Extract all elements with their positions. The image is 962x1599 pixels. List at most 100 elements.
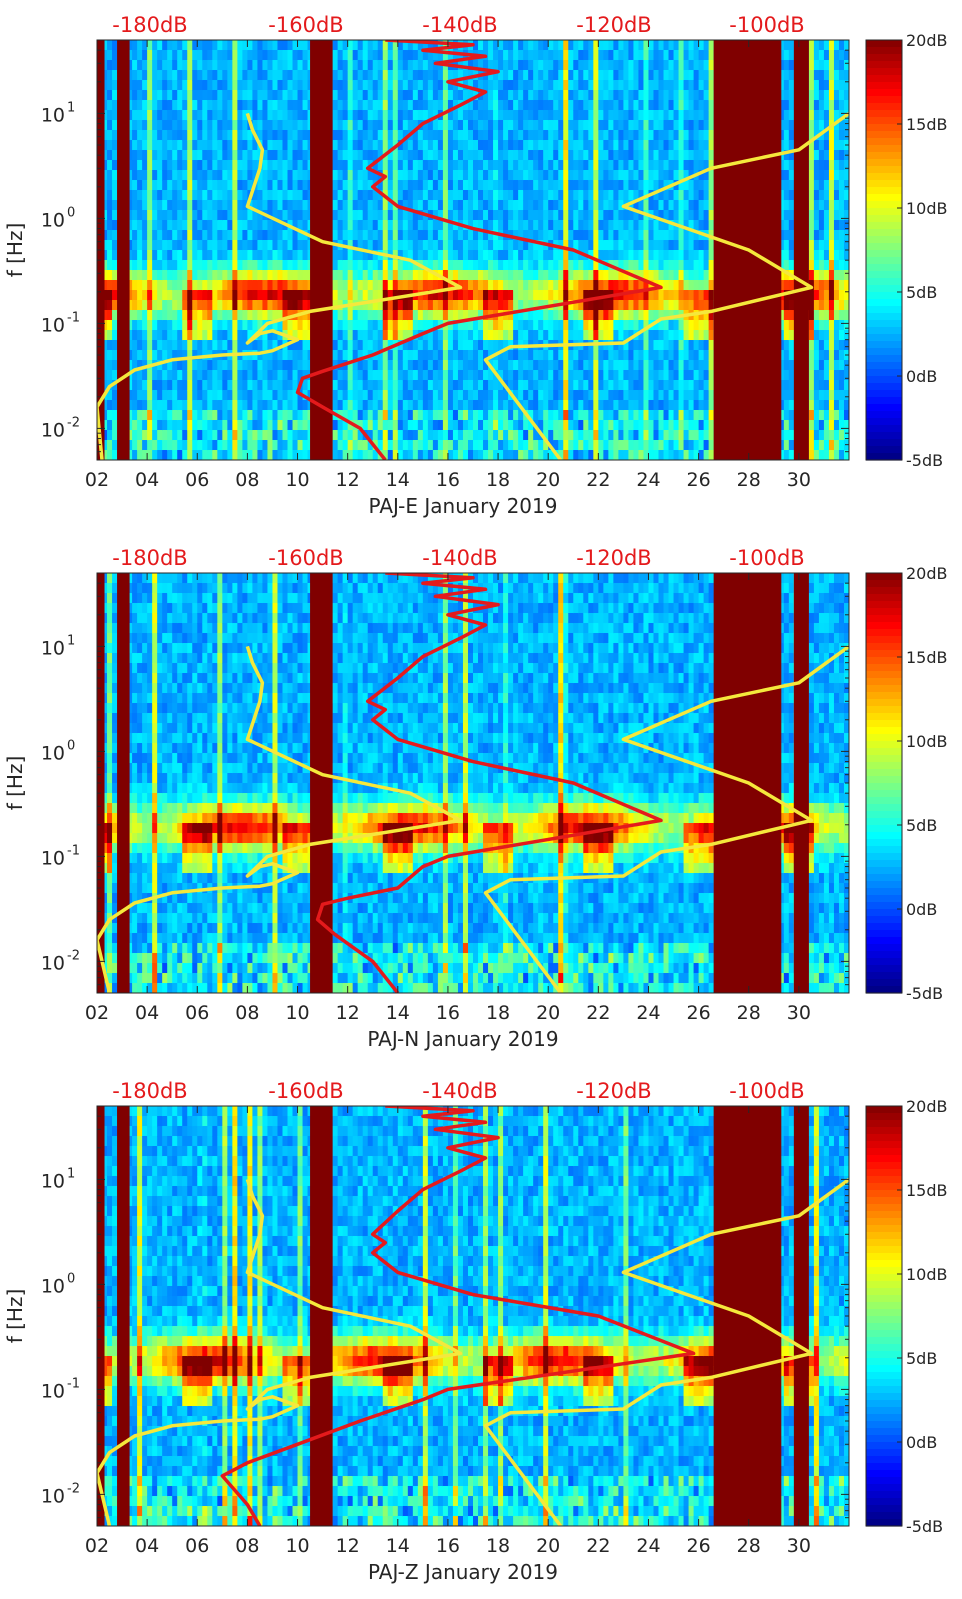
- x-tick-label: 28: [737, 1535, 761, 1557]
- x-tick-label: 02: [85, 1535, 109, 1557]
- y-tick-exponent: -1: [67, 1376, 80, 1391]
- colorbar-label: 5dB: [906, 816, 937, 835]
- x-tick-label: 10: [285, 469, 309, 491]
- x-tick-label: 14: [386, 1535, 410, 1557]
- y-tick-label: 10: [41, 1380, 65, 1402]
- y-tick-label: 10: [41, 742, 65, 764]
- x-tick-label: 22: [586, 1002, 610, 1024]
- x-tick-label: 08: [235, 1002, 259, 1024]
- y-tick-exponent: 1: [67, 633, 75, 648]
- x-tick-label: 06: [185, 1002, 209, 1024]
- y-tick-exponent: 0: [67, 1271, 75, 1286]
- y-axis-label: f [Hz]: [3, 1289, 27, 1344]
- colorbar-label: 0dB: [906, 367, 937, 386]
- x-tick-label: 26: [687, 1535, 711, 1557]
- x-tick-label: 18: [486, 469, 510, 491]
- yellow-reference-curve-line: [483, 1177, 849, 1526]
- x-tick-label: 20: [536, 1002, 560, 1024]
- colorbar-label: -5dB: [906, 451, 943, 470]
- y-tick-label: 10: [41, 419, 65, 441]
- x-tick-label: 22: [586, 1535, 610, 1557]
- reference-level-label: -100dB: [729, 546, 804, 570]
- saturated-band: [310, 40, 333, 460]
- y-tick-exponent: -2: [67, 948, 80, 963]
- x-axis-label: PAJ-E January 2019: [369, 494, 558, 518]
- yellow-model-curve-line: [97, 1178, 463, 1526]
- saturated-band: [117, 573, 130, 993]
- x-tick-label: 04: [135, 1002, 159, 1024]
- reference-level-label: -160dB: [268, 1079, 343, 1103]
- colorbar: 20dB 15dB 10dB 5dB 0dB -5dB: [865, 31, 948, 470]
- reference-level-label: -140dB: [422, 13, 497, 37]
- reference-level-label: -160dB: [268, 13, 343, 37]
- spectrogram-image: [97, 1106, 849, 1526]
- saturated-band: [793, 40, 809, 460]
- y-tick-label: 10: [41, 104, 65, 126]
- x-axis-label: PAJ-Z January 2019: [368, 1560, 558, 1584]
- colorbar-label: 10dB: [906, 199, 948, 218]
- x-tick-label: 14: [386, 1002, 410, 1024]
- colorbar-label: 20dB: [906, 31, 948, 50]
- colorbar: 20dB 15dB 10dB 5dB 0dB -5dB: [865, 564, 948, 1003]
- reference-level-label: -180dB: [112, 13, 187, 37]
- y-tick-label: 10: [41, 314, 65, 336]
- x-tick-label: 30: [787, 1002, 811, 1024]
- colorbar-label: 5dB: [906, 283, 937, 302]
- y-axis-label: f [Hz]: [3, 223, 27, 278]
- reference-level-label: -180dB: [112, 1079, 187, 1103]
- x-tick-label: 08: [235, 469, 259, 491]
- colorbar: 20dB 15dB 10dB 5dB 0dB -5dB: [865, 1097, 948, 1536]
- reference-level-label: -140dB: [422, 546, 497, 570]
- x-tick-label: 16: [436, 1002, 460, 1024]
- x-tick-label: 16: [436, 469, 460, 491]
- yellow-reference-curve-line: [483, 644, 849, 993]
- x-tick-label: 12: [336, 1002, 360, 1024]
- x-tick-label: 08: [235, 1535, 259, 1557]
- y-tick-label: 10: [41, 1485, 65, 1507]
- y-tick-exponent: -1: [67, 310, 80, 325]
- saturated-band: [793, 1106, 809, 1526]
- colorbar-label: 5dB: [906, 1349, 937, 1368]
- x-tick-label: 04: [135, 1535, 159, 1557]
- colorbar-label: 20dB: [906, 564, 948, 583]
- x-tick-label: 30: [787, 1535, 811, 1557]
- y-tick-exponent: -1: [67, 843, 80, 858]
- red-reference-curve-line: [295, 40, 663, 460]
- spectrogram-image: [97, 40, 849, 460]
- saturated-band: [310, 573, 333, 993]
- saturated-band: [117, 40, 130, 460]
- x-axis-label: PAJ-N January 2019: [367, 1027, 558, 1051]
- y-tick-label: 10: [41, 952, 65, 974]
- reference-level-label: -100dB: [729, 13, 804, 37]
- x-tick-label: 18: [486, 1002, 510, 1024]
- saturated-band: [310, 1106, 333, 1526]
- saturated-band: [793, 573, 809, 993]
- x-tick-label: 14: [386, 469, 410, 491]
- y-tick-label: 10: [41, 847, 65, 869]
- y-tick-exponent: -2: [67, 1481, 80, 1496]
- y-tick-exponent: -2: [67, 415, 80, 430]
- x-tick-label: 10: [285, 1002, 309, 1024]
- x-tick-label: 06: [185, 1535, 209, 1557]
- panel-paj-n: 02 04 06 08 10 12 14 16 18 20 22 24 26 28 3010-210-110…: [3, 546, 948, 1051]
- reference-level-label: -140dB: [422, 1079, 497, 1103]
- x-tick-label: 26: [687, 469, 711, 491]
- y-tick-label: 10: [41, 1170, 65, 1192]
- x-tick-label: 24: [636, 1002, 660, 1024]
- yellow-reference-curve-line: [483, 111, 849, 460]
- x-tick-label: 18: [486, 1535, 510, 1557]
- panel-paj-z: 02 04 06 08 10 12 14 16 18 20 22 24 26 28 3010-210-110…: [3, 1079, 948, 1584]
- y-tick-label: 10: [41, 637, 65, 659]
- x-tick-label: 28: [737, 469, 761, 491]
- x-tick-label: 28: [737, 1002, 761, 1024]
- y-tick-exponent: 1: [67, 1166, 75, 1181]
- colorbar-label: 20dB: [906, 1097, 948, 1116]
- x-tick-label: 30: [787, 469, 811, 491]
- y-tick-exponent: 0: [67, 205, 75, 220]
- x-tick-label: 06: [185, 469, 209, 491]
- colorbar-label: 0dB: [906, 900, 937, 919]
- x-tick-label: 12: [336, 469, 360, 491]
- colorbar-label: -5dB: [906, 1517, 943, 1536]
- reference-level-label: -160dB: [268, 546, 343, 570]
